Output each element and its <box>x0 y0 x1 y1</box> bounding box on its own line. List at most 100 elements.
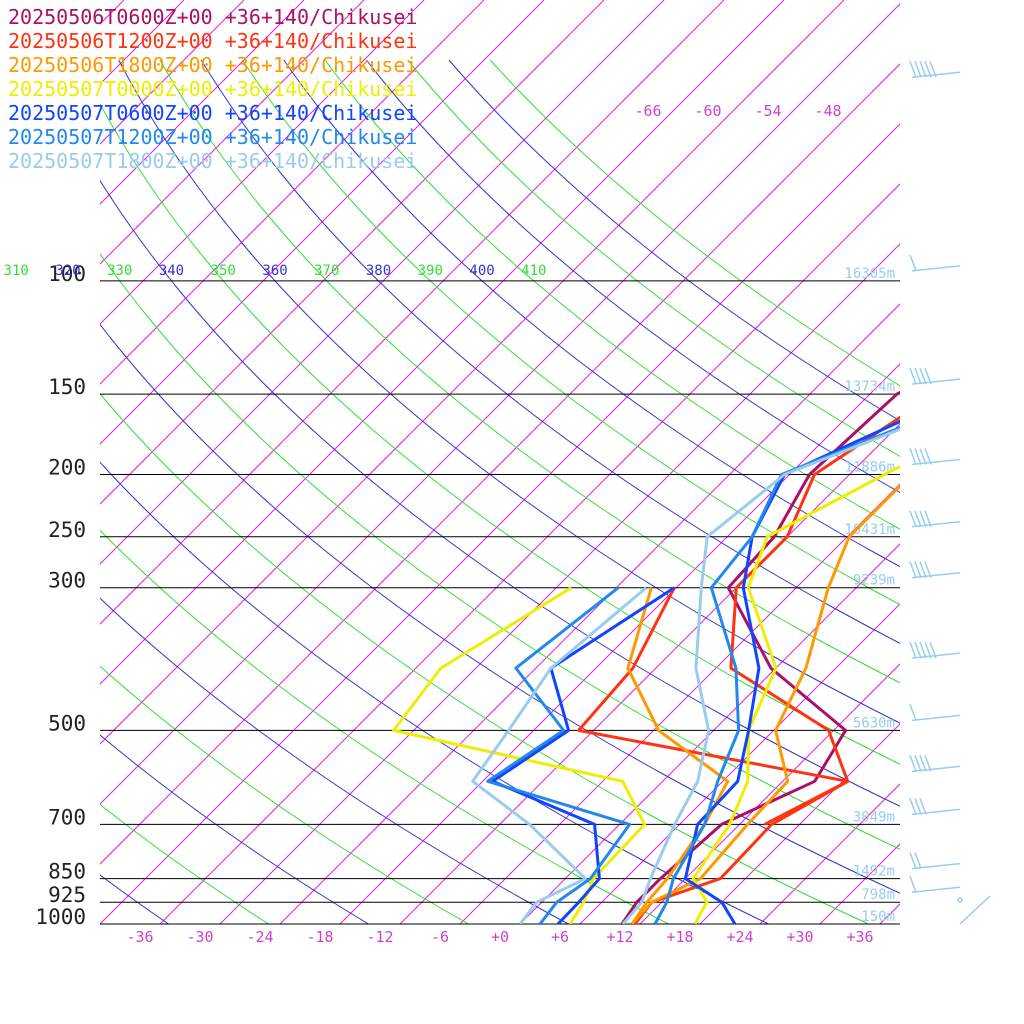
isotherm-line <box>100 0 485 385</box>
legend-entry: 20250507T1800Z+00 +36+140/Chikusei <box>8 149 417 173</box>
theta-label: 370 <box>314 263 339 279</box>
pressure-label: 925 <box>48 883 86 907</box>
pressure-label: 100 <box>48 262 86 286</box>
isotherm-line <box>399 423 900 924</box>
height-labels: 16305m 13734m 11886m 10431m 9239m 5630m 3049m 1… <box>844 266 895 925</box>
height-label: 9239m <box>853 573 895 589</box>
theta-label: 400 <box>469 263 494 279</box>
wind-barb <box>909 798 961 816</box>
wind-barb <box>909 704 961 722</box>
dry-adiabat-line <box>100 734 369 924</box>
height-label: 3049m <box>853 809 895 825</box>
isotherm-line <box>100 0 305 205</box>
pressure-label: 850 <box>48 860 86 884</box>
height-label: 13734m <box>844 379 895 395</box>
isotherm-line <box>100 3 900 805</box>
wind-barb <box>909 254 961 272</box>
dry-adiabat-line <box>0 60 69 924</box>
legend-entry: 20250506T1200Z+00 +36+140/Chikusei <box>8 29 417 53</box>
dry-adiabat-line <box>118 59 900 724</box>
isotherm-line <box>100 0 785 685</box>
isotherm-line <box>100 0 605 505</box>
legend-entry: 20250507T0600Z+00 +36+140/Chikusei <box>8 101 417 125</box>
isotherm-line <box>339 363 900 924</box>
dry-adiabat-line <box>407 59 900 457</box>
legend-entry: 20250507T1200Z+00 +36+140/Chikusei <box>8 125 417 149</box>
dry-adiabat-line <box>242 59 900 606</box>
legend: 20250506T0600Z+00 +36+140/Chikusei202505… <box>8 5 417 173</box>
pressure-label: 500 <box>48 711 86 735</box>
wind-barbs <box>909 61 991 925</box>
isotherm-line <box>100 0 365 265</box>
theta-label: 310 <box>4 263 29 279</box>
wind-barb <box>909 510 961 528</box>
dry-adiabat-line <box>200 59 900 644</box>
isotherm-line <box>100 0 545 445</box>
dewpoint-line <box>471 586 648 924</box>
dry-adiabat-line <box>448 59 900 422</box>
isotherm-line <box>219 243 900 924</box>
x-tick-label: -36 <box>126 928 153 946</box>
pressure-label: 300 <box>48 569 86 593</box>
wind-barb <box>909 641 961 659</box>
dewpoint-line <box>491 586 676 924</box>
isotherm-line <box>279 303 900 924</box>
sounding-series <box>392 390 900 924</box>
x-axis-tick-labels: -36 -30 -24 -18 -12 -6 +0 +6 +12 +18 +24 +30 +36 <box>126 928 873 946</box>
wind-barb <box>909 755 961 773</box>
dry-adiabat-line <box>100 102 900 765</box>
isotherm-line <box>519 543 900 924</box>
height-label: 10431m <box>844 522 895 538</box>
dewpoint-line <box>392 586 647 924</box>
wind-barb <box>957 895 991 925</box>
theta-label: 350 <box>211 263 236 279</box>
legend-entry: 20250506T1800Z+00 +36+140/Chikusei <box>8 53 417 77</box>
dry-adiabat-line <box>489 59 900 387</box>
dry-adiabat-line <box>100 252 900 850</box>
isotherm-line <box>579 603 900 924</box>
theta-label: 360 <box>262 263 287 279</box>
isotherm-line <box>100 123 900 924</box>
theta-label: 320 <box>55 263 80 279</box>
dry-adiabat-line <box>100 529 669 924</box>
height-label: 798m <box>861 887 895 903</box>
isotherm-line <box>100 0 665 565</box>
dry-adiabat-line <box>283 59 900 568</box>
dry-adiabat-line <box>100 461 769 924</box>
wind-barb <box>909 61 961 79</box>
temperature-line <box>621 427 900 924</box>
x-tick-label: -18 <box>306 928 333 946</box>
x-tick-label: -12 <box>366 928 393 946</box>
temperature-line <box>691 464 900 924</box>
legend-entry: 20250507T0000Z+00 +36+140/Chikusei <box>8 77 417 101</box>
x-tick-label: +12 <box>606 928 633 946</box>
wind-barb <box>909 875 961 893</box>
x-tick-label: +0 <box>491 928 509 946</box>
isotherm-line <box>459 483 900 924</box>
theta-label: 380 <box>366 263 391 279</box>
isotherm-line <box>0 0 4 924</box>
x-tick-label: +18 <box>666 928 693 946</box>
isotherm-line <box>699 723 900 924</box>
dewpoint-line <box>577 587 850 826</box>
x-tick-label: -30 <box>186 928 213 946</box>
pressure-label: 1000 <box>35 905 86 929</box>
x-tick-label: -24 <box>246 928 273 946</box>
isotherm-line <box>100 63 900 865</box>
wind-barb <box>909 852 961 870</box>
theta-label: 330 <box>107 263 132 279</box>
dry-adiabat-line <box>366 59 900 494</box>
theta-labels: 310 320 330 340 350 360 370 380 390 400 410 <box>4 263 547 279</box>
isotherm-top-label: -54 <box>754 102 781 120</box>
height-label: 11886m <box>844 459 895 475</box>
isotherm-top-label: -48 <box>814 102 841 120</box>
x-tick-label: +24 <box>726 928 753 946</box>
dry-adiabat-line <box>100 393 869 924</box>
temperature-line <box>630 483 900 924</box>
theta-label: 410 <box>521 263 546 279</box>
height-label: 16305m <box>844 266 895 282</box>
isotherm-line <box>100 0 725 625</box>
theta-label: 340 <box>159 263 184 279</box>
